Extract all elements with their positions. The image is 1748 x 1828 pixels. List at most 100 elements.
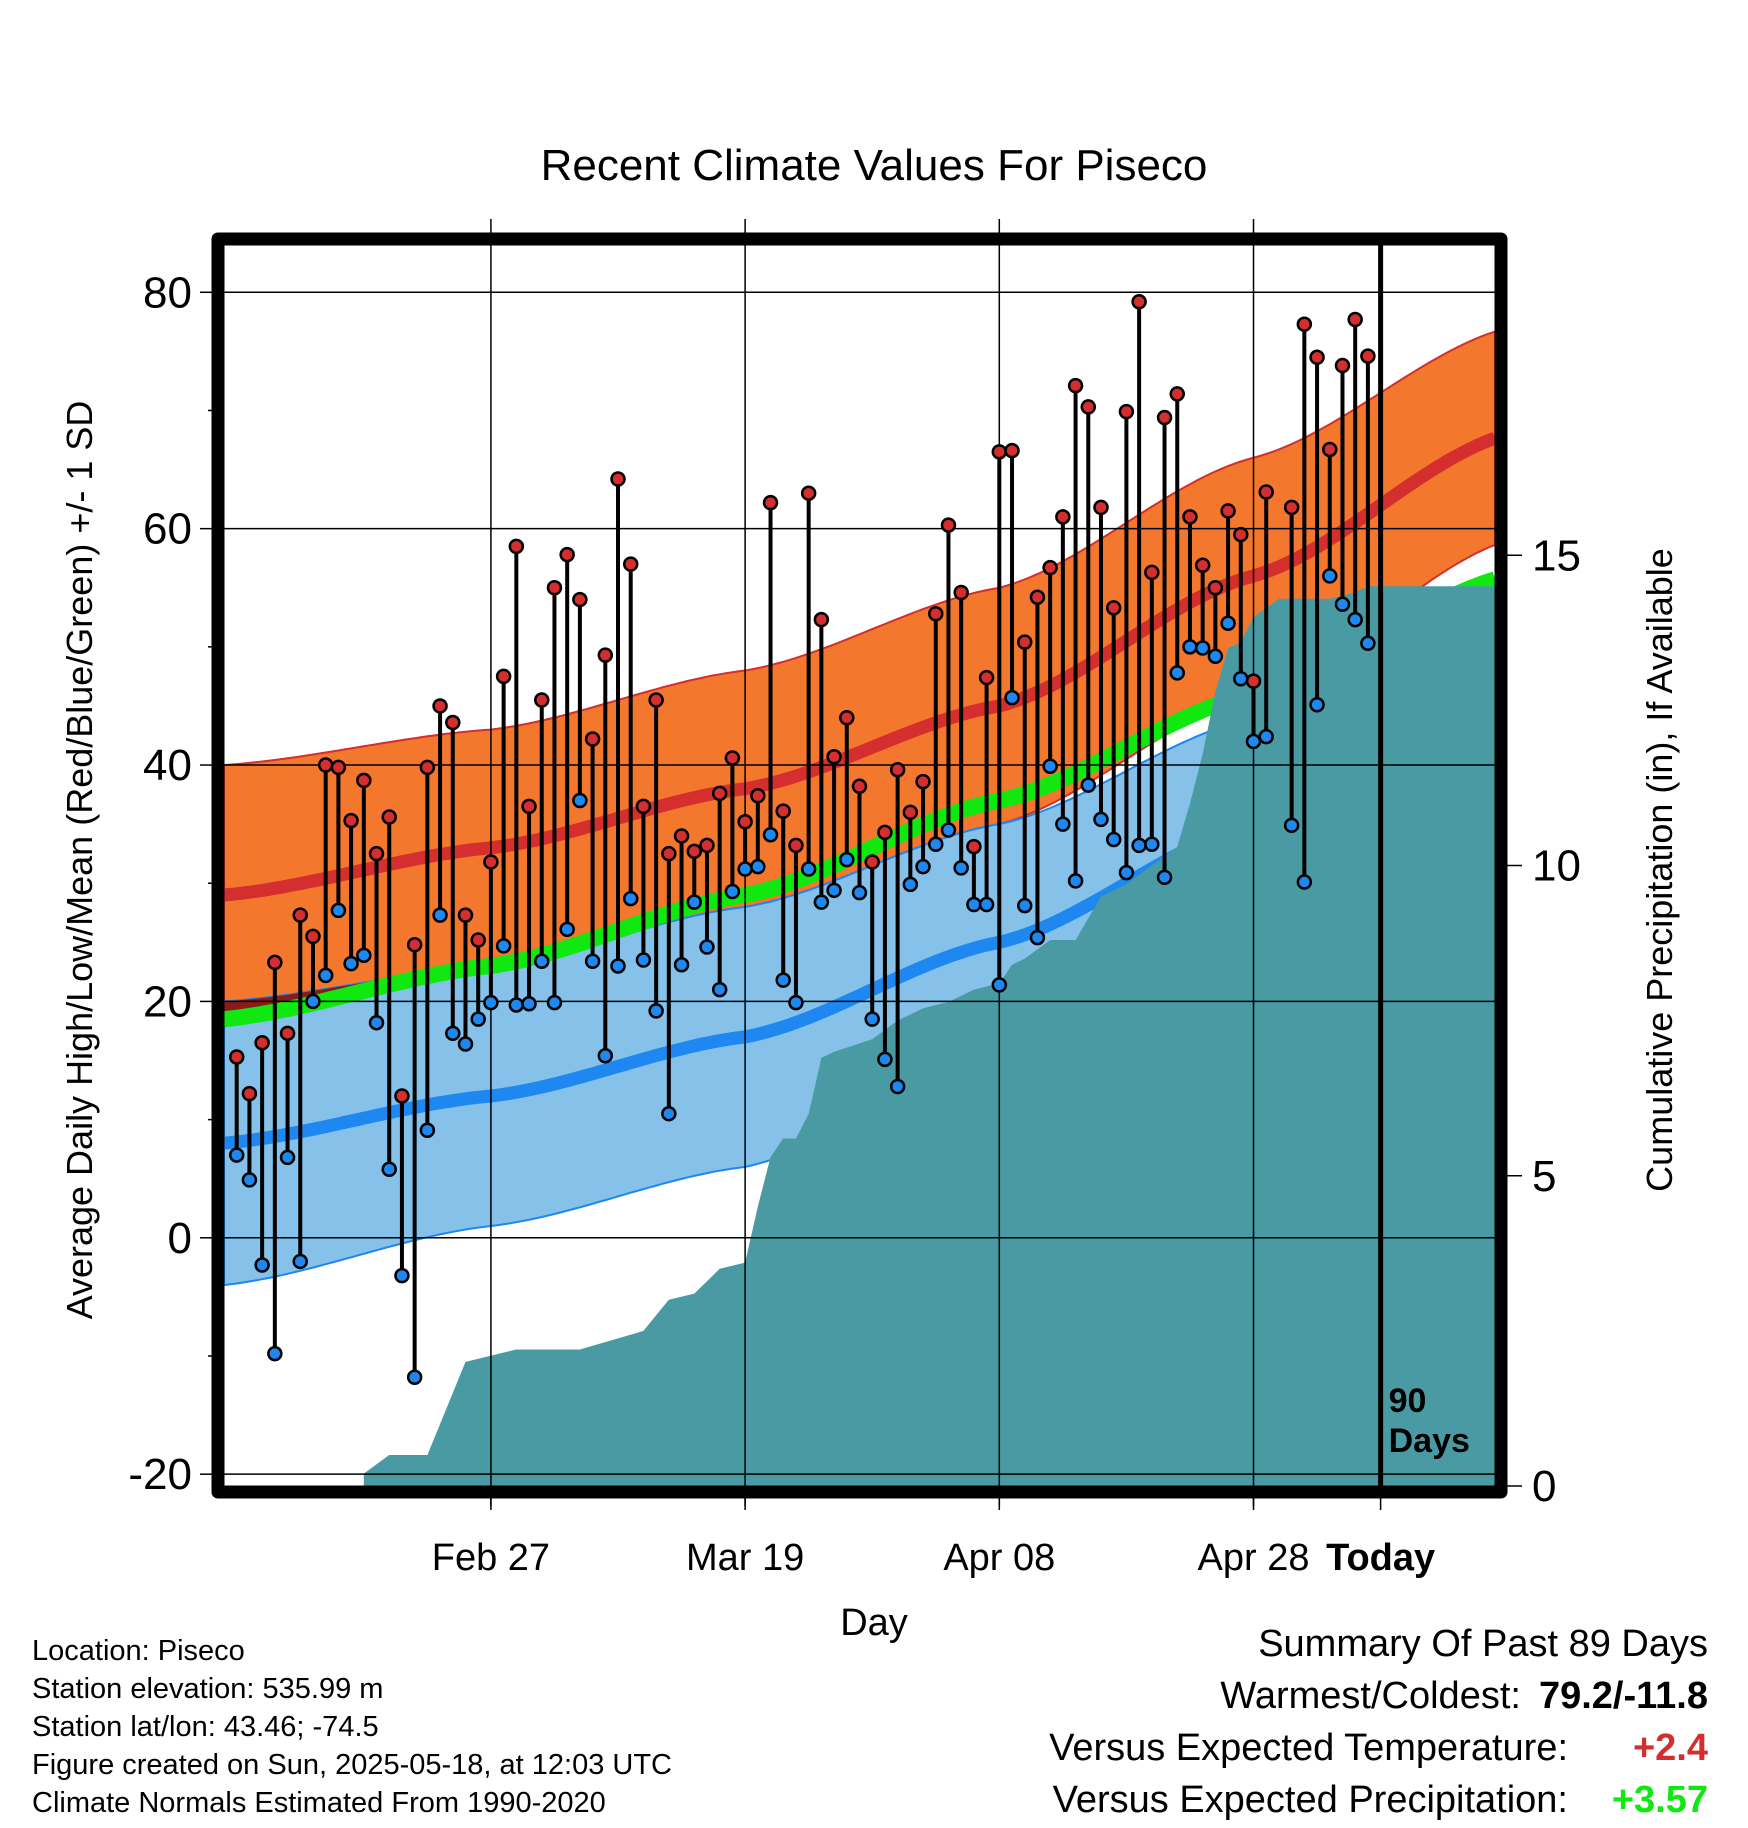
normal-high-line	[224, 432, 1495, 902]
low-point	[889, 1078, 906, 1095]
high-point	[1283, 499, 1300, 516]
high-point	[292, 907, 309, 923]
high-point	[1131, 293, 1147, 310]
high-point	[572, 591, 588, 608]
high-point	[1220, 503, 1236, 519]
low-point	[470, 1011, 486, 1027]
low-point	[521, 996, 537, 1012]
low-point	[648, 1003, 664, 1019]
high-point	[1182, 509, 1198, 525]
high-point	[1144, 564, 1160, 581]
y-tick-label: -20	[128, 1450, 192, 1499]
summary-temp-row: Versus Expected Temperature: +2.4	[1049, 1722, 1708, 1774]
low-point	[750, 858, 766, 875]
high-point	[1169, 386, 1185, 402]
warmest-label: Warmest/Coldest:	[1220, 1675, 1521, 1717]
low-point	[940, 822, 957, 838]
low-point	[1194, 640, 1211, 656]
high-point	[495, 668, 512, 685]
y2-tick-label: 10	[1532, 842, 1581, 891]
warmest-value: 79.2/-11.8	[1538, 1675, 1708, 1717]
high-point	[432, 698, 448, 714]
low-point	[1105, 831, 1122, 848]
low-point	[1220, 615, 1236, 631]
low-point	[711, 981, 728, 998]
high-point	[483, 854, 499, 870]
high-point	[559, 546, 575, 563]
low-point	[1029, 929, 1046, 946]
high-point	[368, 845, 385, 862]
high-point	[915, 773, 931, 790]
high-point	[1245, 673, 1262, 689]
low-point	[1360, 635, 1376, 652]
low-point	[445, 1025, 461, 1042]
high-point	[228, 1049, 245, 1065]
low-point	[813, 894, 830, 910]
high-point	[419, 759, 436, 776]
high-point	[1067, 377, 1084, 394]
low-point	[928, 836, 944, 852]
high-point	[305, 928, 321, 945]
low-point	[1042, 758, 1058, 774]
low-point	[610, 958, 626, 974]
high-point	[1296, 316, 1313, 332]
y-tick-label: 0	[168, 1214, 192, 1263]
temp-label: Versus Expected Temperature:	[1049, 1727, 1568, 1769]
y2-tick-label: 5	[1532, 1152, 1556, 1201]
low-point	[877, 1051, 893, 1068]
high-point	[724, 750, 741, 766]
high-point	[381, 809, 397, 825]
low-point	[419, 1122, 436, 1138]
high-point	[1016, 634, 1033, 650]
high-point	[775, 803, 791, 819]
y-tick-label: 40	[143, 741, 192, 790]
high-point	[279, 1025, 296, 1042]
low-point	[1016, 897, 1033, 914]
x-tick-label: Apr 08	[943, 1537, 1055, 1579]
low-point	[584, 953, 601, 969]
low-point	[1118, 864, 1135, 881]
low-point	[559, 921, 575, 938]
high-point	[928, 606, 944, 622]
x-tick-label: Mar 19	[686, 1537, 804, 1579]
high-point	[788, 837, 804, 854]
low-point	[483, 994, 499, 1011]
high-point	[978, 669, 995, 686]
low-point	[1080, 777, 1097, 793]
low-point	[343, 955, 359, 972]
temp-value: +2.4	[1632, 1727, 1708, 1769]
high-point	[394, 1088, 410, 1104]
high-point	[1322, 441, 1338, 458]
high-point	[826, 749, 842, 765]
low-point	[572, 792, 588, 809]
low-point	[1296, 874, 1313, 890]
low-point	[686, 894, 703, 910]
low-point	[330, 902, 347, 919]
high-point	[584, 731, 601, 747]
low-point	[673, 957, 690, 973]
low-point	[1004, 689, 1020, 706]
low-point	[1207, 648, 1224, 665]
high-point	[1309, 349, 1325, 366]
precip-value: +3.57	[1611, 1779, 1708, 1821]
low-point	[991, 977, 1008, 993]
high-point	[737, 814, 753, 830]
low-point	[279, 1149, 296, 1166]
high-point	[1194, 557, 1211, 574]
low-point	[546, 994, 563, 1011]
low-point	[724, 883, 741, 900]
high-point	[813, 611, 830, 628]
low-point	[457, 1036, 474, 1052]
low-point	[495, 938, 512, 954]
low-point	[406, 1369, 423, 1386]
low-point	[1156, 869, 1173, 886]
low-point	[1093, 811, 1109, 828]
y2-tick-label: 15	[1532, 531, 1581, 580]
high-point	[445, 714, 461, 731]
station-info: Location: Piseco Station elevation: 535.…	[32, 1632, 672, 1822]
precip-area	[363, 586, 1495, 1486]
high-point	[940, 517, 957, 533]
summary-precip-row: Versus Expected Precipitation: +3.57	[1049, 1774, 1708, 1826]
